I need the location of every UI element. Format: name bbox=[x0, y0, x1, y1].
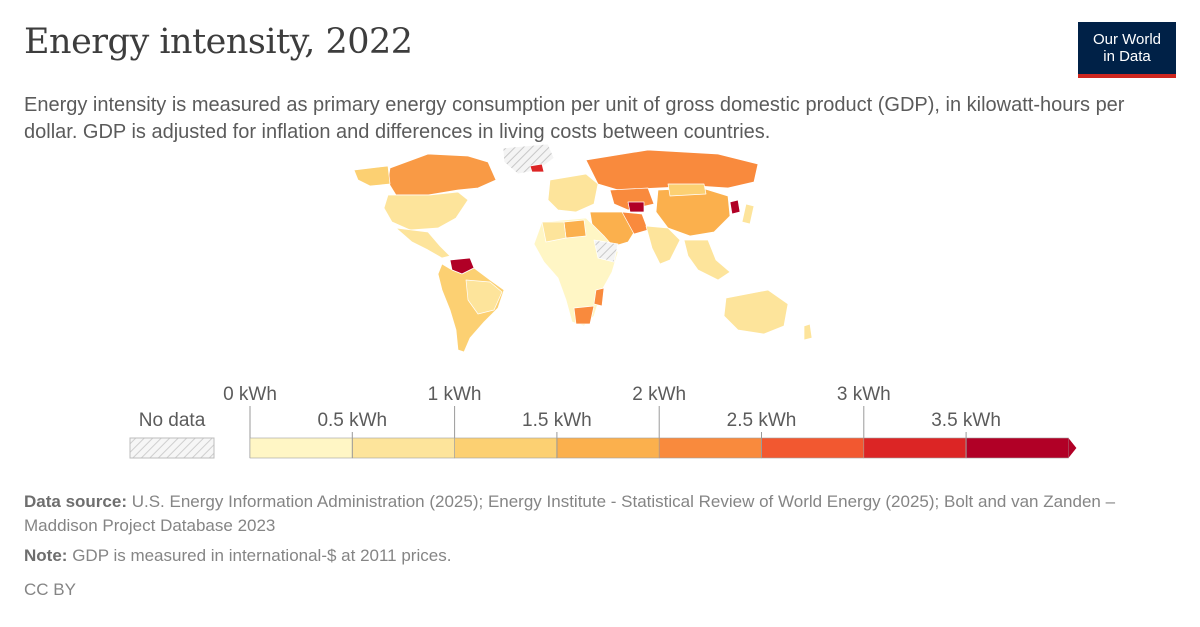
chart-note: Note: GDP is measured in international-$… bbox=[24, 546, 451, 566]
no-data-label: No data bbox=[139, 410, 206, 431]
libya-region[interactable] bbox=[563, 219, 587, 239]
license-link[interactable]: CC BY bbox=[24, 580, 76, 599]
japan-region[interactable] bbox=[741, 203, 755, 225]
legend-bin[interactable] bbox=[965, 437, 1069, 459]
turkmenistan-region[interactable] bbox=[627, 201, 645, 213]
north-korea-region[interactable] bbox=[729, 199, 741, 215]
brazil-region[interactable] bbox=[465, 279, 503, 315]
legend-bin[interactable] bbox=[454, 437, 558, 459]
legend-major-tick: 3 kWh bbox=[837, 384, 891, 405]
logo-line-1: Our World bbox=[1092, 31, 1162, 48]
legend-bin[interactable] bbox=[863, 437, 967, 459]
mozambique-region[interactable] bbox=[593, 287, 605, 307]
greenland-region[interactable] bbox=[502, 143, 555, 175]
australia-region[interactable] bbox=[723, 289, 789, 335]
sahara-region[interactable] bbox=[593, 239, 619, 263]
legend-major-tick: 0 kWh bbox=[223, 384, 277, 405]
chart-title: Energy intensity, 2022 bbox=[24, 22, 413, 62]
europe-region[interactable] bbox=[547, 173, 599, 213]
usa-region[interactable] bbox=[383, 191, 469, 231]
mexico-region[interactable] bbox=[395, 227, 451, 259]
legend-bin[interactable] bbox=[761, 437, 865, 459]
no-data-swatch[interactable] bbox=[129, 437, 215, 459]
legend-major-tick: 2 kWh bbox=[632, 384, 686, 405]
legend-minor-tick: 3.5 kWh bbox=[931, 410, 1001, 431]
note-label: Note: bbox=[24, 546, 68, 565]
data-source: Data source: U.S. Energy Information Adm… bbox=[24, 490, 1174, 538]
south-africa-region[interactable] bbox=[573, 305, 595, 325]
color-legend: 0 kWh 1 kWh 2 kWh 3 kWh No data 0.5 kWh 1.5 … bbox=[129, 384, 1077, 459]
legend-minor-tick: 1.5 kWh bbox=[522, 410, 592, 431]
logo-line-2: in Data bbox=[1103, 48, 1151, 65]
southeast-asia-region[interactable] bbox=[683, 239, 731, 281]
iceland-region[interactable] bbox=[529, 163, 545, 173]
canada-region[interactable] bbox=[387, 153, 497, 196]
legend-arrow bbox=[1068, 438, 1077, 458]
north-africa-region[interactable] bbox=[541, 221, 567, 243]
source-text: U.S. Energy Information Administration (… bbox=[24, 492, 1116, 535]
legend-minor-tick: 2.5 kWh bbox=[727, 410, 797, 431]
india-region[interactable] bbox=[645, 225, 681, 265]
legend-bin[interactable] bbox=[658, 437, 762, 459]
owid-logo[interactable]: Our World in Data bbox=[1078, 22, 1176, 78]
alaska-region[interactable] bbox=[353, 165, 391, 187]
china-region[interactable] bbox=[655, 187, 731, 237]
source-label: Data source: bbox=[24, 492, 127, 511]
new-zealand-region[interactable] bbox=[803, 323, 813, 341]
mongolia-region[interactable] bbox=[667, 183, 707, 197]
legend-minor-tick: 0.5 kWh bbox=[317, 410, 387, 431]
russia-region[interactable] bbox=[585, 149, 759, 191]
legend-bin[interactable] bbox=[556, 437, 660, 459]
legend-bin[interactable] bbox=[351, 437, 455, 459]
note-text: GDP is measured in international-$ at 20… bbox=[72, 546, 452, 565]
chart-subtitle: Energy intensity is measured as primary … bbox=[24, 94, 1125, 143]
world-map[interactable] bbox=[318, 140, 838, 360]
legend-bin[interactable] bbox=[249, 437, 353, 459]
legend-major-tick: 1 kWh bbox=[428, 384, 482, 405]
